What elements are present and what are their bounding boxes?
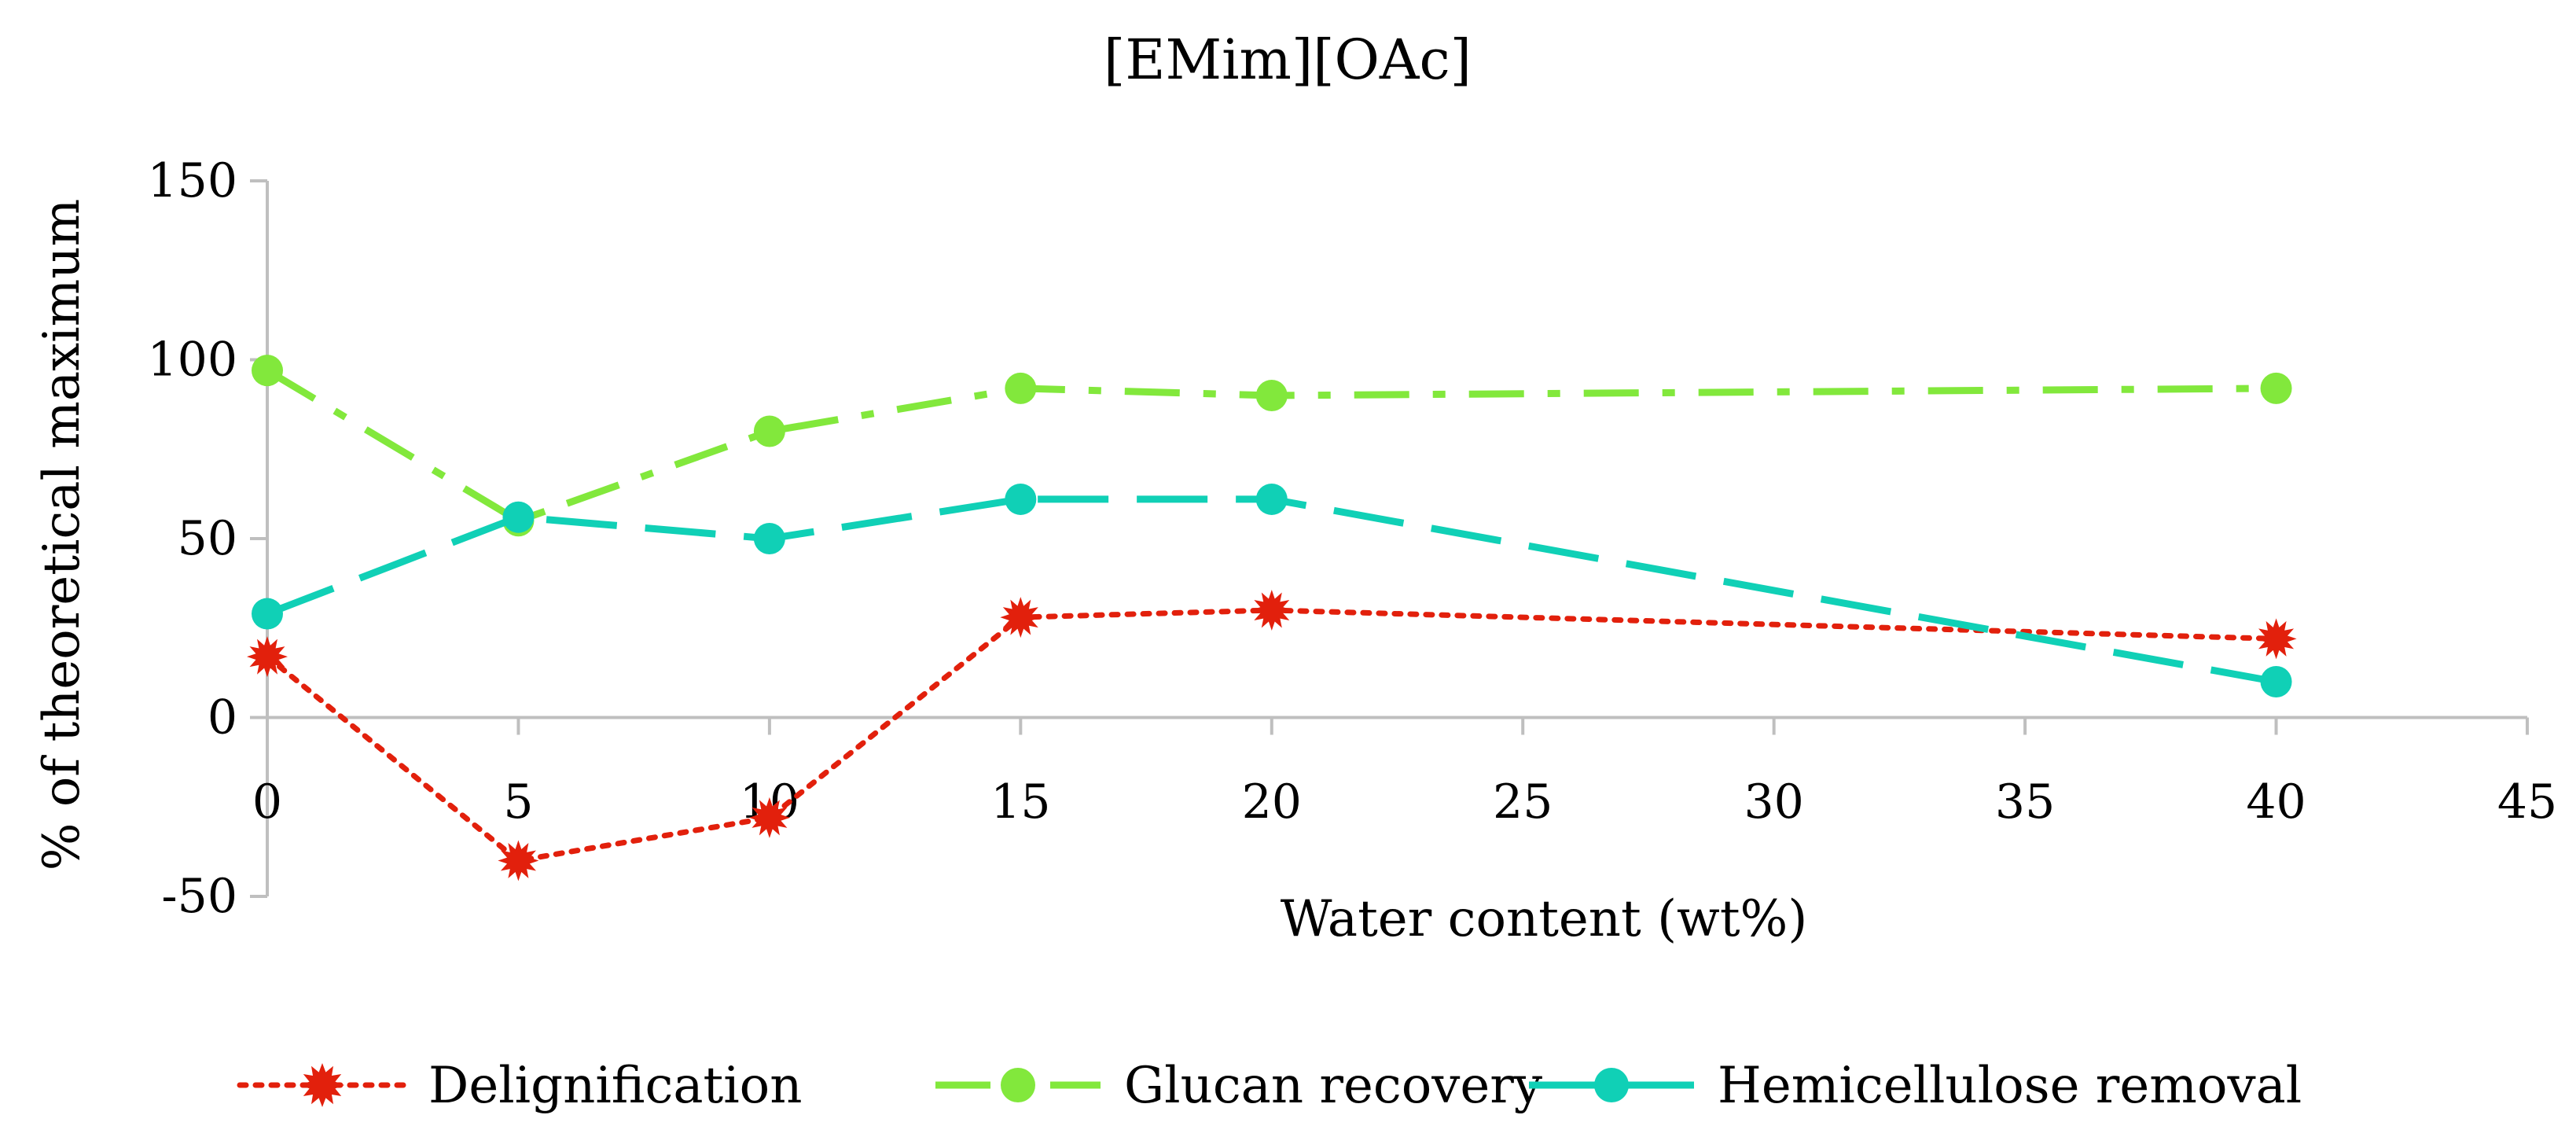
y-tick-label: 0 [208,690,237,745]
data-point-hemicellulose-removal [1005,483,1037,515]
data-point-hemicellulose-removal [252,598,283,630]
legend-swatch-marker [300,1063,344,1107]
y-tick-label: 150 [147,153,237,208]
x-tick-label: 0 [252,775,282,830]
series-line-delignification [264,607,2280,864]
x-tick-label: 5 [503,775,533,830]
y-tick-label: -50 [161,869,237,924]
y-axis-label: % of theoretical maximum [33,199,91,871]
legend-label: Delignification [428,1057,802,1115]
series-delignification [247,590,2297,881]
data-point-hemicellulose-removal [753,523,785,554]
series-line-glucan-recovery [265,367,2277,525]
legend-label: Hemicellulose removal [1718,1057,2302,1115]
data-point-glucan-recovery [753,415,785,447]
x-tick-label: 15 [990,775,1050,830]
legend: Delignification Glucan recovery Hemicellul… [237,1057,2302,1115]
legend-item-delignification: Delignification [237,1057,802,1115]
x-tick-label: 45 [2497,775,2557,830]
x-tick-label: 20 [1242,775,1302,830]
y-tick-label: 100 [147,333,237,388]
series-hemicellulose-removal [252,483,2292,697]
y-tick-label: 50 [178,511,237,566]
chart-title: [EMim][OAc] [1104,28,1472,92]
x-tick-label: 25 [1493,775,1553,830]
data-point-hemicellulose-removal [1255,483,1288,515]
legend-item-hemicellulose-removal: Hemicellulose removal [1529,1057,2302,1115]
data-point-glucan-recovery [2260,372,2292,404]
data-point-hemicellulose-removal [2260,666,2292,697]
legend-item-glucan-recovery: Glucan recovery [935,1057,1542,1115]
data-point-glucan-recovery [252,355,283,387]
legend-swatch-marker [1001,1068,1035,1102]
x-tick-label: 40 [2246,775,2306,830]
data-point-delignification [1000,597,1042,638]
data-point-delignification [1251,590,1292,631]
series-line-hemicellulose-removal [266,495,2277,686]
data-point-glucan-recovery [1255,380,1288,411]
x-axis-label: Water content (wt%) [1281,890,1808,948]
ticks-group: -50050100150051015202530354045 [147,153,2557,924]
data-point-delignification [748,797,790,838]
x-tick-label: 30 [1744,775,1803,830]
legend-label: Glucan recovery [1124,1057,1542,1115]
series-group [247,355,2297,881]
data-point-glucan-recovery [1005,372,1037,404]
data-point-delignification [247,636,288,678]
x-tick-label: 35 [1995,775,2055,830]
legend-swatch-marker [1594,1068,1629,1102]
data-point-delignification [2255,618,2297,660]
data-point-delignification [498,840,539,881]
data-point-hemicellulose-removal [502,501,535,533]
